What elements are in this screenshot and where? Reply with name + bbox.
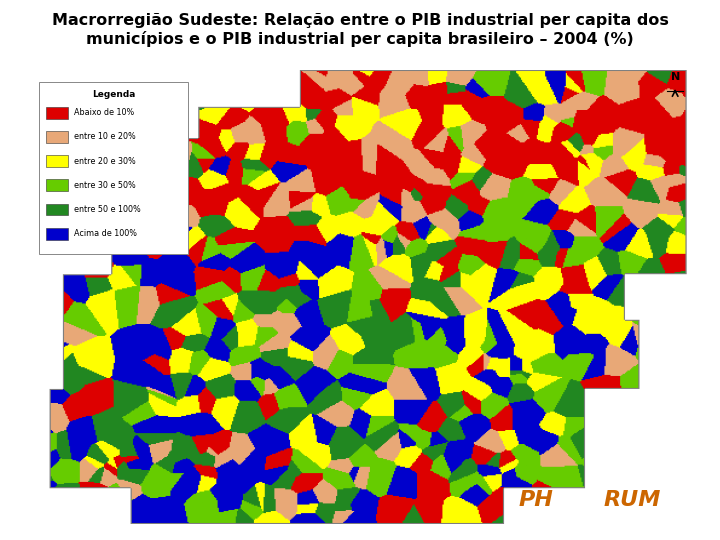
- Text: RUM: RUM: [603, 490, 661, 510]
- Bar: [46, 155, 68, 167]
- Text: entre 20 e 30%: entre 20 e 30%: [74, 157, 136, 166]
- Text: PH: PH: [518, 490, 553, 510]
- Bar: [39, 82, 188, 254]
- Text: Legenda: Legenda: [91, 90, 135, 99]
- Text: Acima de 100%: Acima de 100%: [74, 229, 137, 238]
- Text: entre 50 e 100%: entre 50 e 100%: [74, 205, 141, 214]
- Bar: [46, 131, 68, 143]
- Bar: [46, 204, 68, 215]
- Text: entre 10 e 20%: entre 10 e 20%: [74, 132, 136, 141]
- Text: Abaixo de 10%: Abaixo de 10%: [74, 108, 135, 117]
- Bar: [46, 107, 68, 119]
- Text: entre 30 e 50%: entre 30 e 50%: [74, 181, 136, 190]
- Bar: [46, 228, 68, 240]
- Text: Macrorregião Sudeste: Relação entre o PIB industrial per capita dos
municípios e: Macrorregião Sudeste: Relação entre o PI…: [52, 14, 668, 47]
- Bar: [46, 179, 68, 191]
- Text: O: O: [581, 488, 598, 507]
- Text: N: N: [670, 71, 680, 82]
